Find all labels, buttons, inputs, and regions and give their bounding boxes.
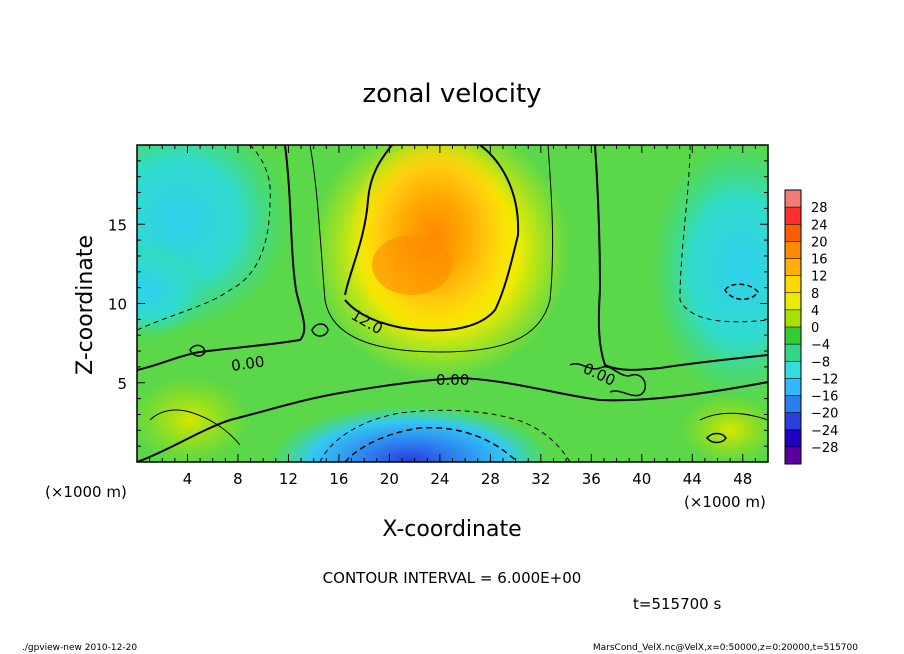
colorbar-swatch bbox=[785, 395, 801, 414]
colorbar-label: 8 bbox=[811, 287, 819, 302]
contour-label: 0.00 bbox=[436, 371, 469, 389]
colorbar-swatch bbox=[785, 275, 801, 294]
colorbar-swatch bbox=[785, 241, 801, 259]
contour-0-right bbox=[594, 145, 768, 371]
colorbar-swatch bbox=[785, 378, 801, 396]
colorbar-label: −4 bbox=[811, 338, 830, 353]
x-unit-label-right: (×1000 m) bbox=[684, 493, 766, 511]
x-unit-label-left: (×1000 m) bbox=[45, 483, 127, 501]
time-text: t=515700 s bbox=[633, 595, 721, 613]
x-tick-label: 28 bbox=[481, 470, 500, 488]
colorbar-label: −24 bbox=[811, 424, 838, 439]
x-tick-label: 40 bbox=[632, 470, 651, 488]
contour-small-loop-4 bbox=[189, 344, 206, 357]
x-tick-label: 44 bbox=[683, 470, 702, 488]
x-tick-label: 36 bbox=[582, 470, 601, 488]
colorbar-swatch bbox=[785, 190, 801, 208]
contour-neg6-left bbox=[137, 145, 271, 331]
contour-label: 0.00 bbox=[230, 352, 266, 374]
contour-small-loop-1 bbox=[311, 323, 329, 337]
contour-neg12-bottom bbox=[344, 426, 519, 462]
colorbar-label: −28 bbox=[811, 441, 838, 456]
colorbar-label: 0 bbox=[811, 321, 819, 336]
colorbar-label: 12 bbox=[811, 270, 828, 285]
x-tick-label: 48 bbox=[733, 470, 752, 488]
contour-wiggle-bottom bbox=[149, 409, 768, 446]
contour-12 bbox=[344, 145, 520, 332]
footer-left: ./gpview-new 2010-12-20 bbox=[22, 643, 137, 653]
colorbar-swatch bbox=[785, 344, 801, 362]
colorbar-swatch bbox=[785, 258, 801, 277]
colorbar-swatch bbox=[785, 292, 801, 311]
y-tick-label: 10 bbox=[108, 296, 127, 314]
colorbar-label: 24 bbox=[811, 218, 828, 233]
colorbar-label: −20 bbox=[811, 407, 838, 422]
contour-0-lower bbox=[137, 376, 768, 462]
colorbar-swatch bbox=[785, 412, 801, 431]
x-tick-label: 20 bbox=[380, 470, 399, 488]
x-axis-label: X-coordinate bbox=[382, 517, 521, 542]
colorbar-swatch bbox=[785, 327, 801, 345]
colorbar-label: 28 bbox=[811, 201, 828, 216]
x-tick-label: 16 bbox=[329, 470, 348, 488]
contour-interval-text: CONTOUR INTERVAL = 6.000E+00 bbox=[323, 569, 582, 587]
heatmap-field: 0.00 12.0 0.00 0.00 bbox=[137, 145, 768, 462]
colorbar-swatch bbox=[785, 207, 801, 225]
colorbar-label: 20 bbox=[811, 235, 828, 250]
footer-right: MarsCond_VelX.nc@VelX,x=0:50000,z=0:2000… bbox=[593, 643, 858, 653]
colorbar-swatch bbox=[785, 429, 801, 448]
y-axis-label: Z-coordinate bbox=[73, 235, 98, 375]
colorbar-label: −8 bbox=[811, 355, 830, 370]
colorbar-label: 16 bbox=[811, 253, 828, 268]
contour-small-loop-3 bbox=[706, 432, 727, 444]
contour-neg6-bottom bbox=[319, 409, 571, 462]
contour-wiggle-right bbox=[569, 363, 647, 397]
colorbar-label: 4 bbox=[811, 304, 819, 319]
x-tick-label: 32 bbox=[531, 470, 550, 488]
colorbar-swatch bbox=[785, 309, 801, 328]
y-axis: 5 10 15 bbox=[108, 160, 768, 447]
x-axis: 4 8 12 16 20 24 28 32 36 40 44 48 bbox=[149, 145, 756, 488]
contour-small-loop-2 bbox=[724, 283, 759, 300]
colorbar-label: −16 bbox=[811, 390, 838, 405]
colorbar-swatch bbox=[785, 224, 801, 242]
colorbar-swatch bbox=[785, 361, 801, 379]
x-tick-label: 8 bbox=[233, 470, 243, 488]
y-tick-label: 15 bbox=[108, 216, 127, 234]
x-tick-label: 12 bbox=[279, 470, 298, 488]
x-tick-label: 4 bbox=[183, 470, 193, 488]
chart-title: zonal velocity bbox=[362, 79, 541, 109]
y-tick-label: 5 bbox=[117, 375, 127, 393]
colorbar: 28 24 20 16 12 8 4 0 −4 −8 −12 −16 −20 −24 −28 bbox=[784, 189, 838, 465]
colorbar-swatch bbox=[785, 446, 801, 465]
colorbar-label: −12 bbox=[811, 372, 838, 387]
contour-0-upper bbox=[137, 145, 306, 371]
contour-neg6-right bbox=[679, 145, 768, 323]
contour-6-jet bbox=[309, 145, 554, 353]
x-tick-label: 24 bbox=[430, 470, 449, 488]
